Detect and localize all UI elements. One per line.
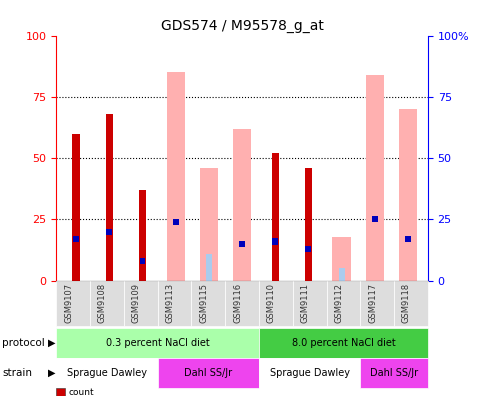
Text: Sprague Dawley: Sprague Dawley [269, 368, 349, 378]
Bar [272, 238, 278, 244]
Text: GSM9110: GSM9110 [266, 284, 275, 324]
Bar [199, 168, 218, 281]
Text: Sprague Dawley: Sprague Dawley [67, 368, 146, 378]
Text: GSM9112: GSM9112 [334, 284, 343, 324]
Text: 0.3 percent NaCl diet: 0.3 percent NaCl diet [105, 338, 209, 348]
Text: GSM9108: GSM9108 [98, 284, 107, 324]
Text: strain: strain [2, 368, 32, 378]
Text: count: count [69, 388, 94, 396]
Text: Dahl SS/Jr: Dahl SS/Jr [369, 368, 417, 378]
Bar [371, 216, 377, 223]
Text: 8.0 percent NaCl diet: 8.0 percent NaCl diet [291, 338, 394, 348]
Bar [105, 114, 113, 281]
Text: GSM9107: GSM9107 [64, 284, 73, 324]
Text: protocol: protocol [2, 338, 45, 348]
Bar [404, 236, 410, 242]
Bar [73, 236, 79, 242]
Bar [304, 168, 311, 281]
Text: GSM9115: GSM9115 [199, 284, 208, 324]
Bar [305, 246, 311, 252]
Bar [72, 133, 80, 281]
Text: GSM9118: GSM9118 [401, 284, 410, 324]
Bar [139, 258, 145, 264]
Bar [271, 153, 278, 281]
Text: GSM9109: GSM9109 [131, 284, 141, 324]
Bar [166, 72, 184, 281]
Bar [338, 268, 344, 281]
Text: GSM9113: GSM9113 [165, 284, 174, 324]
Bar [239, 241, 244, 247]
Bar [205, 254, 211, 281]
Bar [106, 228, 112, 235]
Bar [232, 129, 251, 281]
Title: GDS574 / M95578_g_at: GDS574 / M95578_g_at [160, 19, 323, 33]
Bar [332, 236, 350, 281]
Bar [172, 219, 178, 225]
Text: GSM9117: GSM9117 [367, 284, 376, 324]
Text: GSM9111: GSM9111 [300, 284, 309, 324]
Text: GSM9116: GSM9116 [233, 284, 242, 324]
Bar [398, 109, 416, 281]
Text: ▶: ▶ [47, 368, 55, 378]
Text: Dahl SS/Jr: Dahl SS/Jr [184, 368, 232, 378]
Text: ▶: ▶ [47, 338, 55, 348]
Bar [139, 190, 146, 281]
Bar [365, 75, 383, 281]
